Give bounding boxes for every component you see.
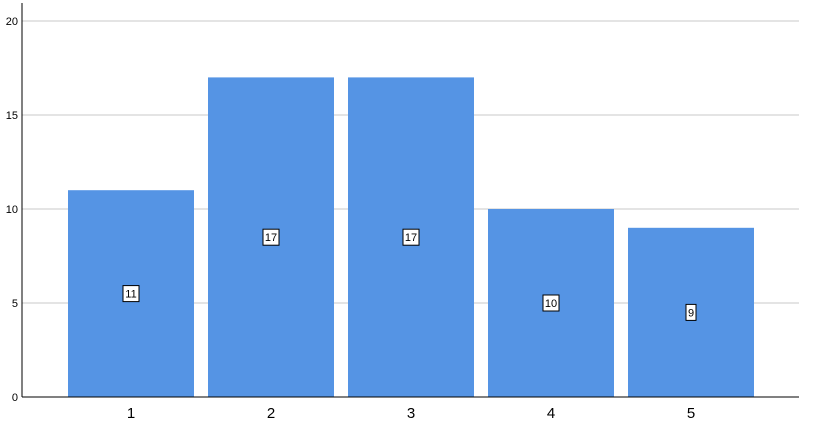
x-tick-label: 3 [407,405,415,422]
data-label: 10 [542,294,560,312]
x-tick-label: 4 [547,405,555,422]
data-label: 9 [685,303,697,321]
y-tick-labels: 0 5 10 15 20 [6,16,18,404]
data-label: 11 [122,285,140,303]
y-tick-label: 5 [12,298,18,310]
data-label-box [262,228,280,246]
data-label-box [685,303,697,321]
data-label-box [122,285,140,303]
y-tick-label: 20 [6,16,18,28]
data-label: 17 [402,228,420,246]
x-tick-labels: 1 2 3 4 5 [127,405,695,422]
axes [21,3,799,398]
y-tick-label: 10 [6,204,18,216]
data-label-box [542,294,560,312]
data-label: 17 [262,228,280,246]
y-tick-label: 15 [6,110,18,122]
data-labels: 11 17 17 10 9 [122,228,697,321]
x-tick-label: 5 [687,405,695,422]
data-label-text: 9 [688,307,694,319]
x-tick-label: 1 [127,405,135,422]
data-label-text: 11 [125,289,136,301]
x-tick-label: 2 [267,405,275,422]
data-label-text: 17 [265,232,277,244]
data-label-text: 10 [545,298,557,310]
y-tick-label: 0 [12,392,18,404]
data-label-box [402,228,420,246]
data-label-text: 17 [405,232,417,244]
